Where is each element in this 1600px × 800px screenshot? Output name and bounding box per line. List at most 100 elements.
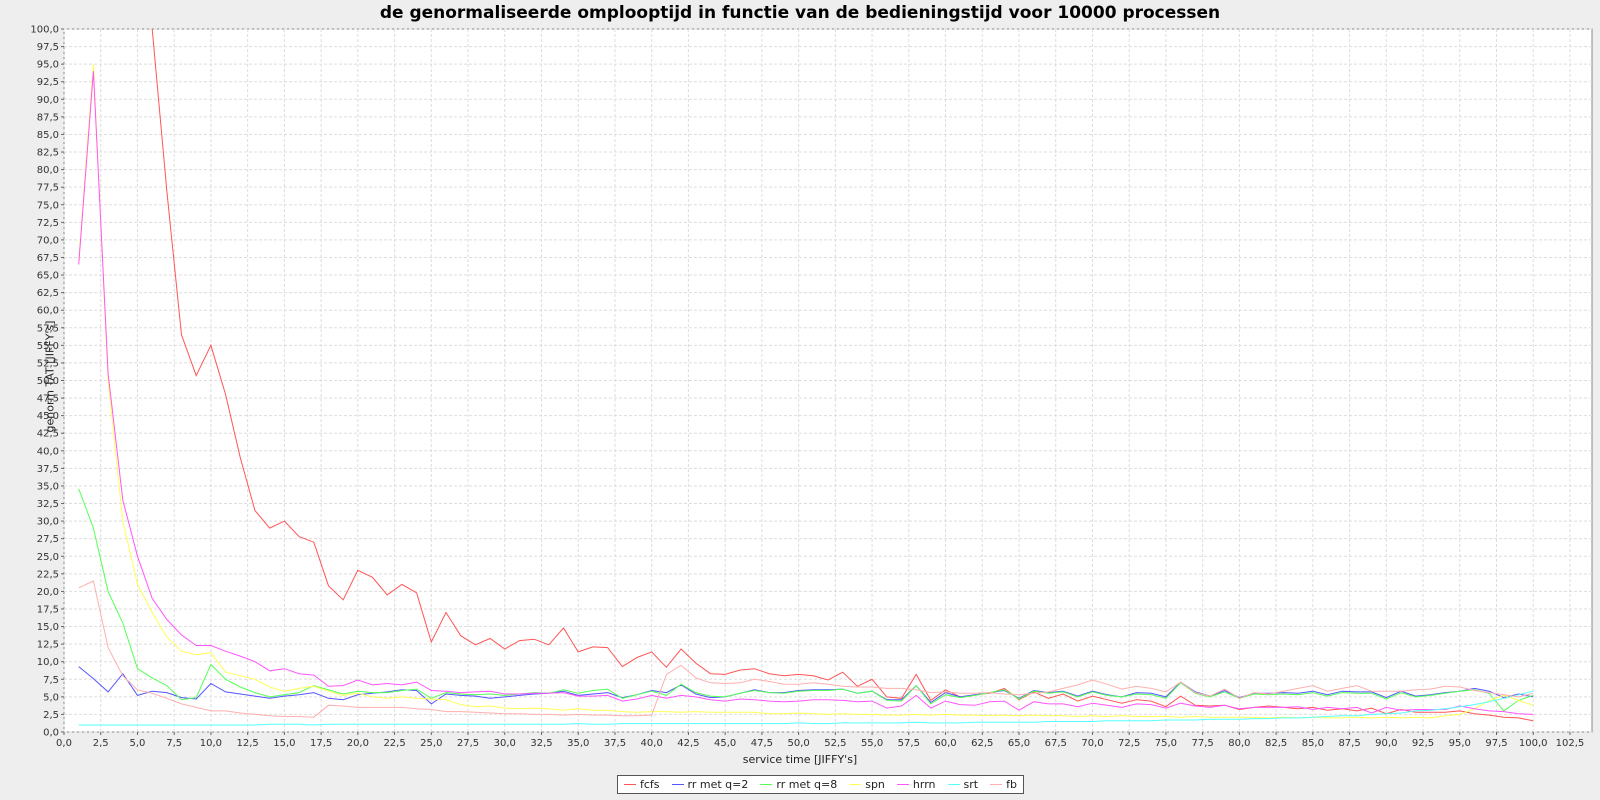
x-tick-label: 7,5 [166, 738, 182, 749]
legend-item: rr met q=8 [760, 778, 837, 791]
x-tick-label: 42,5 [677, 738, 699, 749]
legend-item: fb [990, 778, 1017, 791]
x-tick-label: 62,5 [971, 738, 993, 749]
plot-area [63, 28, 1593, 733]
x-tick-label: 85,0 [1302, 738, 1324, 749]
x-tick-label: 27,5 [457, 738, 479, 749]
series-line-rr-met-q-2 [78, 666, 1534, 705]
series-line-rr-met-q-8 [78, 488, 1534, 712]
legend-item: hrrn [896, 778, 936, 791]
x-tick-label: 12,5 [237, 738, 259, 749]
y-tick-label: 95,0 [37, 60, 59, 71]
x-tick-label: 65,0 [1008, 738, 1030, 749]
x-tick-label: 77,5 [1192, 738, 1214, 749]
legend-label: fb [1006, 778, 1017, 791]
x-tick-label: 32,5 [530, 738, 552, 749]
x-axis-label: service time [JIFFY's] [742, 753, 858, 766]
legend-label: rr met q=8 [776, 778, 838, 791]
x-tick-label: 52,5 [824, 738, 846, 749]
y-tick-label: 20,0 [37, 587, 59, 598]
legend-swatch [671, 784, 684, 785]
y-tick-label: 47,5 [37, 394, 59, 405]
legend-label: spn [865, 778, 885, 791]
x-tick-label: 37,5 [604, 738, 626, 749]
x-tick-label: 87,5 [1338, 738, 1360, 749]
y-tick-label: 30,0 [37, 517, 59, 528]
legend-item: fcfs [624, 778, 660, 791]
legend-label: fcfs [640, 778, 660, 791]
x-axis-ticks: 0,0 2,5 5,0 7,5 10,0 12,5 15,0 17,5 20,0 22,5 25,0… [56, 732, 1584, 749]
y-tick-label: 75,0 [37, 200, 59, 211]
y-tick-label: 52,5 [37, 358, 59, 369]
x-tick-label: 75,0 [1155, 738, 1177, 749]
y-tick-label: 42,5 [37, 429, 59, 440]
y-tick-label: 77,5 [37, 183, 59, 194]
y-tick-label: 15,0 [37, 622, 59, 633]
x-tick-label: 60,0 [934, 738, 956, 749]
x-tick-label: 0,0 [56, 738, 72, 749]
x-tick-label: 72,5 [1118, 738, 1140, 749]
y-tick-label: 62,5 [37, 288, 59, 299]
y-tick-label: 50,0 [37, 376, 59, 387]
y-tick-label: 22,5 [37, 569, 59, 580]
y-tick-label: 40,0 [37, 446, 59, 457]
y-tick-label: 60,0 [37, 306, 59, 317]
x-tick-label: 55,0 [861, 738, 883, 749]
series-line-srt [78, 690, 1534, 726]
chart-title: de genormaliseerde omplooptijd in functi… [379, 3, 1221, 23]
y-tick-label: 10,0 [37, 657, 59, 668]
x-tick-label: 92,5 [1412, 738, 1434, 749]
x-tick-label: 97,5 [1485, 738, 1507, 749]
x-tick-label: 95,0 [1449, 738, 1471, 749]
x-tick-label: 35,0 [567, 738, 589, 749]
y-tick-label: 7,5 [43, 675, 59, 686]
y-tick-label: 67,5 [37, 253, 59, 264]
legend-swatch [760, 784, 773, 785]
legend-swatch [849, 784, 862, 785]
legend-label: rr met q=2 [687, 778, 749, 791]
x-tick-label: 102,5 [1556, 738, 1585, 749]
x-tick-label: 67,5 [1045, 738, 1067, 749]
y-tick-label: 100,0 [30, 25, 59, 36]
y-tick-label: 82,5 [37, 148, 59, 159]
y-tick-label: 35,0 [37, 481, 59, 492]
x-tick-label: 70,0 [1081, 738, 1103, 749]
x-tick-label: 50,0 [787, 738, 809, 749]
legend: fcfs rr met q=2 rr met q=8 spn hrrn srt fb [617, 775, 1024, 794]
y-tick-label: 70,0 [37, 235, 59, 246]
y-axis-ticks: 0,0 2,5 5,0 7,5 10,0 12,5 15,0 17,5 20,0 22,5 25,0… [30, 25, 64, 739]
x-tick-label: 100,0 [1519, 738, 1548, 749]
y-tick-label: 2,5 [43, 710, 59, 721]
y-tick-label: 90,0 [37, 95, 59, 106]
x-tick-label: 40,0 [641, 738, 663, 749]
y-tick-label: 85,0 [37, 130, 59, 141]
x-tick-label: 10,0 [200, 738, 222, 749]
y-axis-label: genorm TAT [JIFFY's] [43, 320, 57, 433]
legend-label: srt [963, 778, 979, 791]
legend-swatch [896, 784, 909, 785]
y-tick-label: 65,0 [37, 271, 59, 282]
legend-swatch [947, 784, 960, 785]
x-tick-label: 45,0 [714, 738, 736, 749]
y-tick-label: 27,5 [37, 534, 59, 545]
y-tick-label: 5,0 [43, 692, 59, 703]
y-tick-label: 92,5 [37, 77, 59, 88]
series-line-fcfs [151, 29, 1534, 722]
x-tick-label: 5,0 [130, 738, 146, 749]
legend-item: rr met q=2 [671, 778, 749, 791]
series-lines [78, 29, 1534, 726]
y-tick-label: 80,0 [37, 165, 59, 176]
x-tick-label: 17,5 [310, 738, 332, 749]
x-tick-label: 15,0 [273, 738, 295, 749]
y-tick-label: 32,5 [37, 499, 59, 510]
legend-item: srt [947, 778, 979, 791]
y-tick-label: 17,5 [37, 604, 59, 615]
legend-label: hrrn [912, 778, 936, 791]
x-tick-label: 57,5 [898, 738, 920, 749]
series-line-fb [78, 580, 1534, 718]
y-tick-label: 37,5 [37, 464, 59, 475]
series-line-hrrn [78, 71, 1534, 715]
legend-swatch [990, 784, 1003, 785]
x-tick-label: 20,0 [347, 738, 369, 749]
